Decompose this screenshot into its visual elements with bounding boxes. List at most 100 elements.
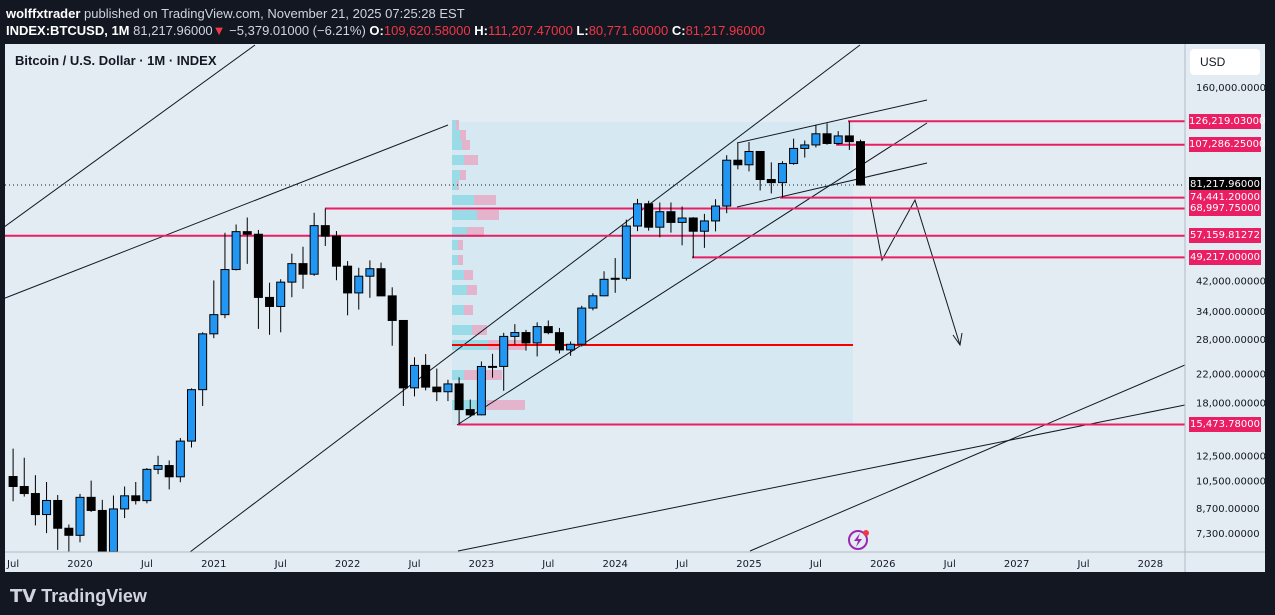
candle-body: [265, 296, 275, 307]
candle-body: [231, 231, 241, 271]
notification-dot: [863, 530, 869, 536]
time-tick-label: Jul: [541, 559, 554, 570]
volume-profile-bar: [452, 370, 464, 380]
lightning-circle: [848, 530, 868, 550]
price-change: −5,379.01000 (−6.21%): [229, 23, 366, 38]
trend-line: [457, 404, 1185, 552]
time-tick-label: 2020: [67, 559, 92, 570]
candle-body: [354, 275, 364, 294]
volume-profile-bar: [452, 400, 487, 410]
footer-brand: TradingView: [41, 586, 147, 606]
candle-body: [755, 150, 765, 181]
lightning-bolt: [854, 533, 862, 547]
candle-body: [443, 383, 453, 393]
volume-profile-bar: [467, 227, 484, 237]
price-tick-label: 28,000.00000: [1196, 335, 1266, 346]
price-tick-label: 22,000.00000: [1196, 370, 1266, 381]
volume-profile-bar: [452, 325, 472, 335]
candle-body: [287, 263, 297, 283]
price-tick-label: 34,000.00000: [1196, 307, 1266, 318]
author[interactable]: wolffxtrader: [6, 6, 81, 21]
price-tick-label: 18,000.00000: [1196, 399, 1266, 410]
time-tick-label: 2026: [870, 559, 895, 570]
candle-body: [42, 499, 52, 516]
candle-body: [242, 231, 252, 235]
candle-body: [577, 307, 587, 345]
high-value: 111,207.47000: [487, 23, 573, 38]
currency-selector[interactable]: USD: [1190, 49, 1260, 75]
volume-profile-bar: [474, 195, 496, 205]
candle-body: [343, 265, 353, 294]
candle-body: [844, 135, 854, 143]
candle-body: [320, 225, 330, 237]
volume-profile-bar: [452, 120, 456, 130]
candle-body: [309, 225, 319, 275]
high-label: H:: [474, 23, 488, 38]
projection-arrow: [869, 196, 961, 346]
candle-body: [108, 508, 118, 552]
candle-body: [532, 326, 542, 344]
volume-profile-bar: [452, 270, 464, 280]
candle-body: [131, 495, 141, 502]
time-tick-label: Jul: [1076, 559, 1089, 570]
time-tick-label: Jul: [140, 559, 153, 570]
price-level-label: 49,217.00000: [1189, 249, 1261, 265]
close-value: 81,217.96000: [685, 23, 766, 38]
candle-body: [86, 496, 96, 511]
trend-line: [189, 44, 861, 552]
price-level-label: 81,217.96000: [1189, 177, 1261, 193]
candle-body: [53, 499, 63, 529]
candle-body: [554, 332, 564, 351]
candle-body: [510, 332, 520, 337]
candle-body: [454, 383, 464, 411]
trend-line: [736, 162, 928, 208]
candle-body: [610, 277, 620, 280]
candle-body: [421, 364, 431, 388]
candle-body: [276, 281, 286, 307]
candle-body: [733, 159, 743, 166]
candle-body: [187, 389, 196, 442]
volume-profile-bar: [452, 240, 458, 250]
candle-body: [198, 333, 208, 391]
volume-profile-bar: [452, 305, 464, 315]
plot-area: [5, 44, 1185, 552]
candle-body: [777, 163, 787, 184]
candle-body: [677, 217, 687, 223]
chart-title: Bitcoin / U.S. Dollar · 1M · INDEX: [15, 53, 217, 68]
candle-body: [120, 495, 130, 510]
volume-profile-bar: [452, 227, 467, 237]
price-tick-label: 7,300.00000: [1196, 529, 1260, 540]
volume-profile-bar: [452, 180, 457, 190]
trend-line: [5, 124, 449, 299]
time-tick-label: 2022: [335, 559, 360, 570]
tradingview-logo[interactable]: 𝗧𝗩 TradingView: [10, 586, 147, 607]
price-level-label: 68,997.75000: [1189, 201, 1261, 217]
trend-line: [749, 364, 1185, 552]
candle-body: [833, 135, 843, 144]
volume-profile-bar: [467, 285, 477, 295]
low-value: 80,771.60000: [588, 23, 669, 38]
trend-line: [456, 122, 928, 426]
volume-profile-bar: [464, 270, 473, 280]
lightning-icon: [848, 530, 869, 550]
volume-profile-bar: [460, 130, 466, 140]
volume-profile-bar: [458, 255, 463, 265]
volume-profile-bar: [460, 170, 466, 180]
time-tick-label: Jul: [6, 559, 19, 570]
candle-body: [209, 314, 219, 335]
volume-profile-bar: [452, 210, 477, 220]
price-level-label: 126,219.03000: [1189, 113, 1266, 129]
low-label: L:: [576, 23, 589, 38]
time-tick-label: Jul: [943, 559, 956, 570]
candle-body: [376, 268, 386, 297]
candle-body: [766, 179, 776, 184]
price-tick-label: 160,000.00000: [1196, 83, 1272, 94]
volume-profile-bar: [452, 130, 460, 140]
close-label: C:: [671, 23, 686, 38]
candle-body: [621, 225, 631, 279]
candle-body: [298, 263, 308, 275]
arrowhead-icon: [952, 332, 963, 347]
down-arrow-icon: ▼: [212, 23, 226, 38]
volume-profile-bar: [452, 285, 467, 295]
